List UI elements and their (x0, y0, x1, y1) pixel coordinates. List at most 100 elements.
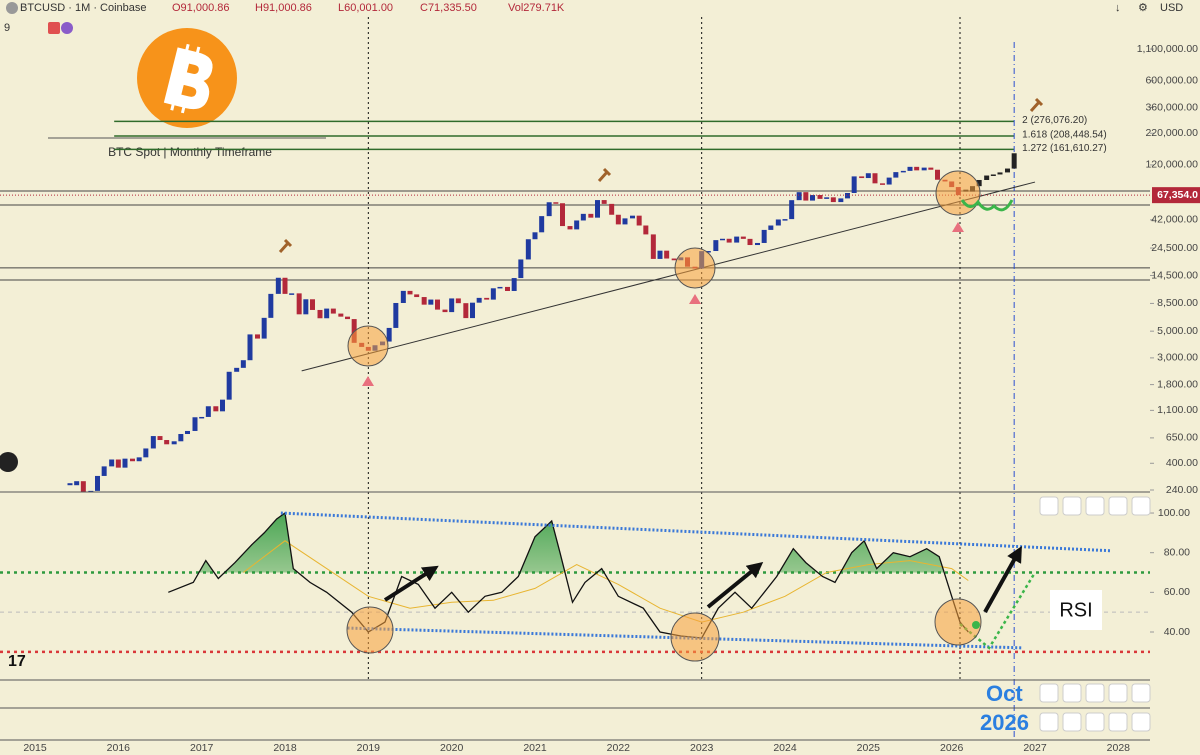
candle (95, 475, 100, 491)
pane-button[interactable] (1062, 712, 1082, 732)
candle (310, 299, 315, 310)
candle (275, 277, 281, 294)
candle (990, 174, 996, 176)
candle (761, 229, 767, 243)
candle (511, 278, 517, 291)
candle (664, 250, 670, 259)
header: BTCUSD · 1M · Coinbase O91,000.86 H91,00… (4, 2, 1183, 34)
candle (345, 316, 350, 320)
candle (1005, 168, 1010, 173)
y-tick-label: 80.00 (1164, 546, 1190, 558)
candle (205, 406, 211, 417)
candle (164, 440, 170, 445)
low-circle (674, 247, 716, 289)
pane-button[interactable] (1108, 683, 1128, 703)
candle (67, 483, 73, 486)
pane-button[interactable] (1062, 496, 1082, 516)
candle (636, 215, 642, 226)
candle (455, 298, 461, 304)
layout-annotations: RSI Oct 2026 17 (0, 97, 1150, 741)
candle (317, 309, 323, 319)
candle (532, 232, 538, 240)
candle (657, 250, 663, 259)
candle (303, 299, 309, 315)
candle (157, 436, 163, 441)
replay-icon[interactable] (61, 22, 73, 34)
pane-button[interactable] (1039, 496, 1059, 516)
fib-label: 1.272 (161,610.27) (1022, 143, 1107, 154)
down-button[interactable]: ↓ (1115, 2, 1121, 14)
candle (595, 200, 600, 218)
candle (553, 202, 559, 204)
pane-button[interactable] (1039, 712, 1059, 732)
pane-button[interactable] (1039, 683, 1059, 703)
settings-button[interactable]: ⚙ (1138, 2, 1148, 14)
candle (143, 448, 149, 458)
candle (296, 293, 302, 315)
candle (921, 167, 927, 171)
pane-button[interactable] (1108, 712, 1128, 732)
alert-icon[interactable] (48, 22, 60, 34)
candle (768, 225, 774, 230)
y-tick-label: 1,100,000.00 (1137, 43, 1198, 55)
candle (734, 236, 740, 243)
signal-triangle (952, 222, 964, 232)
ohlc: L60,001.00 (338, 2, 393, 14)
candle (984, 175, 990, 180)
y-tick-label: 120,000.00 (1145, 159, 1198, 171)
rsi-line (168, 511, 969, 639)
x-tick-label: 2028 (1107, 742, 1131, 754)
y-tick-label: 60.00 (1164, 586, 1190, 598)
candle (880, 183, 885, 185)
candle (518, 259, 524, 279)
candle (789, 200, 795, 220)
candle (851, 176, 857, 193)
candle (803, 192, 809, 201)
y-tick-label: 5,000.00 (1157, 325, 1198, 337)
symbol: BTCUSD · 1M · Coinbase (20, 2, 147, 14)
overbought-fill (168, 513, 969, 573)
candle (1011, 153, 1017, 169)
pane-button[interactable] (1085, 683, 1105, 703)
candle (115, 459, 121, 468)
pane-button[interactable] (1108, 496, 1128, 516)
y-tick-label: 220,000.00 (1145, 127, 1198, 139)
candle (914, 166, 920, 171)
pane-button[interactable] (1085, 496, 1105, 516)
projection-squiggle (960, 199, 1014, 212)
candle (580, 213, 586, 221)
pane-button[interactable] (1062, 683, 1082, 703)
y-tick-label: 600,000.00 (1145, 75, 1198, 87)
pane-button[interactable] (1085, 712, 1105, 732)
candle (470, 302, 475, 319)
x-tick-label: 2015 (23, 742, 47, 754)
pane-button[interactable] (1131, 496, 1151, 516)
candle (505, 286, 510, 291)
fib-label: 1.618 (208,448.54) (1022, 130, 1107, 141)
candle (740, 236, 746, 239)
bitcoin-symbol (163, 43, 213, 114)
symbol-icon (6, 2, 18, 14)
candle (865, 173, 871, 179)
candle (428, 299, 434, 305)
candle (282, 277, 288, 294)
candle (643, 225, 649, 235)
candle (130, 458, 135, 462)
x-tick-label: 2025 (857, 742, 881, 754)
ohlc: C71,335.50 (420, 2, 477, 14)
pane-button[interactable] (1131, 712, 1151, 732)
logo (137, 28, 237, 128)
candle (136, 457, 142, 462)
low-circle (935, 170, 981, 216)
price-pane: 240.00 400.00 650.00 1,100.00 1,800.00 3,000.… (0, 17, 1200, 740)
last-price-label: 67,354.0 (1157, 189, 1198, 201)
candle (907, 166, 913, 171)
candle (747, 238, 753, 246)
close-button[interactable] (0, 452, 18, 472)
tv-logo: 17 (8, 653, 26, 670)
pane-button[interactable] (1131, 683, 1151, 703)
candle (705, 251, 711, 253)
candle (240, 360, 246, 368)
pane-toolbars (1039, 496, 1151, 732)
